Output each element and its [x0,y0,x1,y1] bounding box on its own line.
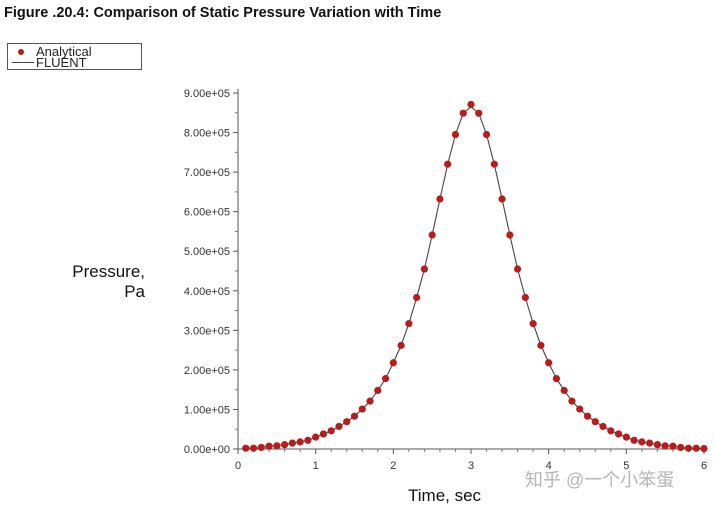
analytical-point [475,109,483,117]
analytical-point [514,265,522,273]
analytical-point [397,341,405,349]
y-tick-label: 8.00e+05 [184,128,230,140]
legend: Analytical FLUENT [7,43,142,70]
analytical-point [521,293,529,302]
analytical-point [653,441,662,449]
analytical-point [242,444,250,452]
analytical-point [506,231,514,239]
analytical-point [413,293,421,302]
analytical-point [420,265,428,273]
analytical-point [343,418,351,426]
analytical-point [607,427,615,435]
analytical-point [428,231,436,239]
analytical-point [692,444,700,452]
analytical-point [591,418,599,426]
analytical-point [537,341,545,349]
watermark: 知乎 @一个小笨蛋 [525,470,675,490]
analytical-point [583,412,592,420]
analytical-point [459,109,467,117]
y-tick-label: 3.00e+05 [184,325,230,337]
analytical-point [257,443,265,452]
analytical-point [374,386,382,395]
analytical-point [545,359,553,367]
analytical-point [381,374,390,383]
analytical-point [684,444,693,452]
figure-title: Figure .20.4: Comparison of Static Press… [4,5,442,21]
x-tick-label: 5 [623,460,629,472]
analytical-point [599,422,607,431]
analytical-point [669,442,677,450]
y-tick-label: 9.00e+05 [184,88,230,100]
analytical-point [249,444,258,452]
legend-item-fluent: FLUENT [12,55,87,70]
analytical-point [358,405,366,413]
analytical-point [335,422,343,431]
legend-label-fluent: FLUENT [36,55,87,70]
analytical-point [350,412,359,420]
analytical-point [529,320,537,328]
analytical-point [296,438,304,446]
analytical-point [576,405,584,413]
analytical-point [405,320,413,328]
y-tick-label: 6.00e+05 [184,207,230,219]
analytical-point [700,445,708,453]
y-axis-label-line1: Pressure, [72,262,145,281]
analytical-point [614,430,623,438]
analytical-point [630,436,638,444]
analytical-point [444,160,452,168]
analytical-point [288,439,296,447]
marker-dot-icon [18,48,24,55]
x-tick-label: 3 [468,460,474,472]
analytical-point [273,442,281,450]
analytical-point [389,359,397,367]
analytical-point [265,442,273,450]
y-tick-label: 7.00e+05 [184,167,230,179]
x-tick-label: 6 [701,460,707,472]
analytical-point [490,160,498,168]
legend-item-analytical: Analytical [12,44,92,59]
y-tick-label: 1.00e+05 [184,404,230,416]
analytical-point [498,195,506,203]
analytical-point [482,130,491,139]
analytical-point [560,386,568,395]
analytical-point [281,441,289,449]
analytical-point [677,443,685,452]
analytical-point [436,195,444,203]
analytical-point [661,442,669,450]
analytical-point [568,397,576,405]
analytical-point [646,439,654,447]
analytical-point [366,397,374,405]
x-tick-label: 0 [235,460,241,472]
fluent-series-line [245,106,705,450]
x-tick-label: 2 [390,460,396,472]
x-tick-label: 4 [546,460,552,472]
legend-label-analytical: Analytical [36,44,92,59]
y-tick-label: 0.00e+00 [184,444,230,456]
analytical-point [622,433,630,441]
line-swatch-icon [12,62,34,63]
analytical-point [319,430,328,438]
analytical-point [552,374,561,383]
analytical-point [327,427,335,435]
y-tick-label: 4.00e+05 [184,286,230,298]
x-tick-label: 1 [313,460,319,472]
analytical-point [304,436,312,444]
y-tick-label: 2.00e+05 [184,365,230,377]
analytical-point [638,438,646,446]
y-axis-label: Pressure, Pa [40,262,145,302]
analytical-point [312,433,320,441]
analytical-point [467,100,475,109]
analytical-point [451,130,460,139]
x-axis-label: Time, sec [408,486,482,505]
y-axis-label-line2: Pa [124,282,145,301]
y-tick-label: 5.00e+05 [184,246,230,258]
